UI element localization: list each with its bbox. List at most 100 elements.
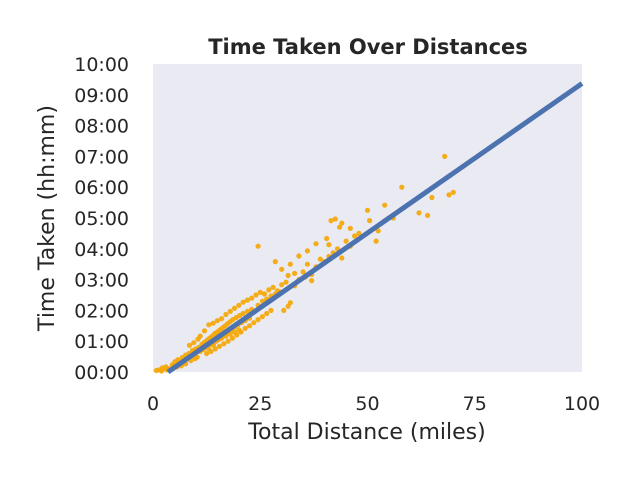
data-point xyxy=(279,282,285,288)
data-point xyxy=(192,356,198,362)
data-point xyxy=(195,336,201,342)
data-point xyxy=(300,269,306,275)
data-point xyxy=(240,310,246,317)
data-point xyxy=(255,317,261,323)
regression-line xyxy=(166,81,584,375)
data-point xyxy=(442,153,448,159)
data-point xyxy=(242,325,248,331)
data-point xyxy=(364,207,371,213)
data-point xyxy=(210,320,216,326)
y-tick-label: 00:00 xyxy=(74,362,129,384)
data-point xyxy=(191,340,197,346)
data-point xyxy=(257,289,263,295)
data-point xyxy=(367,218,373,224)
data-point xyxy=(326,242,332,248)
data-point xyxy=(281,307,287,313)
data-point xyxy=(337,224,343,230)
data-point xyxy=(425,212,431,218)
chart-title: Time Taken Over Distances xyxy=(208,35,528,59)
data-point xyxy=(296,253,302,259)
data-point xyxy=(304,248,310,254)
data-point xyxy=(324,235,330,242)
data-point xyxy=(206,322,212,328)
data-point xyxy=(231,305,238,311)
data-point xyxy=(225,338,231,344)
data-point xyxy=(375,228,381,234)
data-point xyxy=(446,192,452,198)
data-point xyxy=(251,320,257,326)
x-tick-label: 25 xyxy=(248,393,272,415)
data-point xyxy=(227,308,233,314)
data-point xyxy=(201,328,208,334)
x-tick-label: 100 xyxy=(564,393,600,415)
data-point xyxy=(279,266,285,272)
data-point xyxy=(261,291,268,297)
data-point xyxy=(304,261,310,267)
data-point xyxy=(249,295,255,301)
x-axis-label: Total Distance (miles) xyxy=(247,420,485,445)
data-point xyxy=(259,314,265,320)
y-tick-label: 07:00 xyxy=(74,146,129,168)
y-tick-label: 09:00 xyxy=(74,85,129,107)
data-point xyxy=(382,202,388,208)
data-point xyxy=(283,279,289,285)
x-tick-label: 50 xyxy=(355,393,379,415)
data-point xyxy=(416,210,422,216)
data-point xyxy=(347,225,353,231)
data-point xyxy=(231,329,238,335)
data-point xyxy=(244,308,250,314)
x-tick-label: 0 xyxy=(147,393,159,415)
data-point xyxy=(317,256,323,262)
data-point xyxy=(287,261,293,267)
plot-area xyxy=(153,64,582,372)
data-point xyxy=(285,272,291,279)
data-point xyxy=(186,342,193,348)
data-point xyxy=(204,350,210,357)
y-axis-ticks: 00:00 01:00 02:00 03:00 04:00 05:00 06:00 07:00… xyxy=(74,54,129,384)
data-point xyxy=(255,243,261,249)
data-point xyxy=(208,348,214,355)
y-tick-label: 02:00 xyxy=(74,300,129,322)
y-tick-label: 10:00 xyxy=(74,54,129,76)
y-tick-label: 03:00 xyxy=(74,270,129,292)
data-point xyxy=(328,218,334,224)
x-tick-label: 75 xyxy=(463,393,487,415)
x-axis-ticks: 0 25 50 75 100 xyxy=(147,393,600,415)
data-point xyxy=(429,194,435,201)
data-point xyxy=(272,259,278,265)
data-point xyxy=(339,255,345,261)
data-point xyxy=(332,216,338,222)
data-point xyxy=(221,341,227,347)
data-point xyxy=(246,323,253,329)
y-axis-label: Time Taken (hh:mm) xyxy=(35,105,60,332)
data-point xyxy=(212,346,218,352)
y-tick-label: 05:00 xyxy=(74,208,129,230)
data-point xyxy=(450,189,456,195)
data-point xyxy=(236,302,242,308)
y-tick-label: 06:00 xyxy=(74,177,129,199)
data-point xyxy=(229,335,235,341)
data-point xyxy=(264,310,270,317)
data-point xyxy=(270,284,276,290)
data-point xyxy=(244,297,250,303)
data-point xyxy=(253,292,259,298)
y-tick-label: 01:00 xyxy=(74,331,129,353)
data-point xyxy=(356,230,362,236)
data-point xyxy=(339,220,345,226)
data-point xyxy=(373,238,379,244)
data-point xyxy=(266,287,272,293)
data-point xyxy=(216,343,223,349)
data-point xyxy=(159,368,165,374)
data-point xyxy=(292,270,298,276)
y-tick-label: 08:00 xyxy=(74,116,129,138)
data-point xyxy=(343,238,349,244)
data-point xyxy=(309,278,315,284)
data-point xyxy=(268,307,274,313)
data-point xyxy=(399,184,405,190)
data-point xyxy=(214,318,220,324)
data-point xyxy=(223,311,229,318)
data-point xyxy=(352,233,358,239)
data-point xyxy=(313,241,319,247)
data-point xyxy=(227,331,233,337)
